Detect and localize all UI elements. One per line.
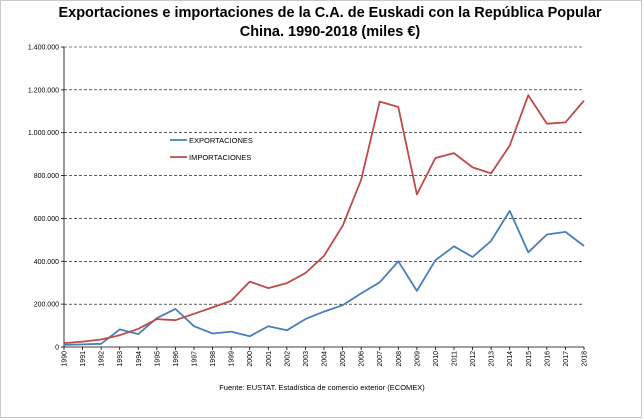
x-tick-label: 1992	[99, 351, 106, 367]
x-tick-label: 1999	[229, 351, 236, 367]
y-tick-label: 0	[55, 345, 59, 352]
y-tick-label: 800.000	[34, 173, 59, 180]
y-tick-label: 1.400.000	[28, 45, 59, 52]
x-tick-label: 1996	[173, 351, 180, 367]
x-tick-label: 2014	[507, 351, 514, 367]
y-tick-label: 600.000	[34, 216, 59, 223]
y-tick-label: 1.200.000	[28, 87, 59, 94]
x-tick-label: 1995	[154, 351, 161, 367]
chart-title: Exportaciones e importaciones de la C.A.…	[40, 4, 620, 42]
x-tick-label: 2005	[340, 351, 347, 367]
x-tick-label: 2010	[433, 351, 440, 367]
x-tick-label: 2012	[470, 351, 477, 367]
x-axis-ticks: 1990 1991 1992 1993 1994 1995 1996 1997 1998 1999…	[62, 347, 589, 367]
x-tick-label: 2018	[582, 351, 589, 367]
series-line-exportaciones	[63, 209, 585, 346]
x-tick-label: 2002	[284, 351, 291, 367]
x-tick-label: 2008	[396, 351, 403, 367]
series-line-importaciones	[63, 94, 585, 344]
x-tick-label: 2017	[563, 351, 570, 367]
x-tick-label: 2007	[377, 351, 384, 367]
x-tick-label: 2003	[303, 351, 310, 367]
y-tick-label: 1.000.000	[28, 130, 59, 137]
chart-title-line1: Exportaciones e importaciones de la C.A.…	[58, 5, 602, 21]
x-tick-label: 1997	[192, 351, 199, 367]
x-tick-label: 2015	[526, 351, 533, 367]
x-tick-label: 2013	[489, 351, 496, 367]
chart-title-line2: China. 1990-2018 (miles €)	[239, 24, 421, 40]
axes	[63, 47, 584, 348]
x-tick-label: 1994	[136, 351, 143, 367]
legend-label: IMPORTACIONES	[189, 153, 251, 162]
x-tick-label: 1993	[117, 351, 124, 367]
y-axis-ticks: 0 200.000 400.000 600.000 800.000 1.000.000 1.…	[28, 45, 64, 352]
x-tick-label: 2000	[247, 351, 254, 367]
x-tick-label: 2001	[266, 351, 273, 367]
x-tick-label: 2006	[359, 351, 366, 367]
y-tick-label: 200.000	[34, 302, 59, 309]
gridlines	[64, 46, 584, 305]
legend-label: EXPORTACIONES	[189, 136, 253, 145]
x-tick-label: 1998	[210, 351, 217, 367]
source-note: Fuente: EUSTAT. Estadística de comercio …	[219, 383, 425, 392]
x-tick-label: 2009	[414, 351, 421, 367]
x-tick-label: 2011	[452, 351, 459, 366]
x-tick-label: 1990	[62, 351, 69, 367]
y-tick-label: 400.000	[34, 259, 59, 266]
series-lines	[63, 94, 585, 346]
x-tick-label: 1991	[80, 351, 87, 367]
legend: EXPORTACIONES IMPORTACIONES	[170, 136, 253, 162]
x-tick-label: 2004	[322, 351, 329, 367]
x-tick-label: 2016	[544, 351, 551, 367]
